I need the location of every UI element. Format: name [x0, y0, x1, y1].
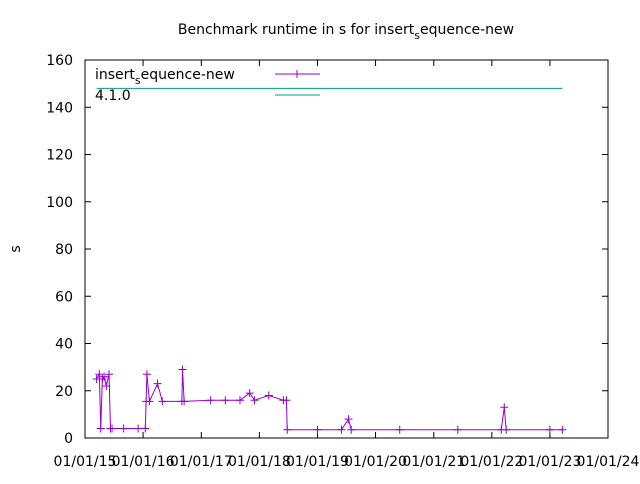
point-marker [108, 424, 117, 433]
point-marker [245, 389, 254, 398]
y-tick-label: 100 [46, 195, 73, 211]
y-tick-label: 140 [46, 100, 73, 116]
legend-marker [293, 70, 301, 78]
x-tick-label: 01/01/17 [170, 454, 233, 470]
x-tick-label: 01/01/19 [286, 454, 349, 470]
x-tick-label: 01/01/15 [54, 454, 117, 470]
point-marker [282, 396, 291, 405]
point-marker [142, 370, 151, 379]
point-marker [178, 365, 187, 374]
x-tick-label: 01/01/21 [402, 454, 465, 470]
point-marker [264, 391, 273, 400]
y-tick-label: 120 [46, 148, 73, 164]
point-marker [119, 424, 128, 433]
y-tick-label: 0 [64, 431, 73, 447]
point-marker [545, 425, 554, 434]
point-marker [500, 403, 509, 412]
x-tick-label: 01/01/23 [518, 454, 581, 470]
x-tick-label: 01/01/20 [344, 454, 407, 470]
y-tick-label: 60 [55, 289, 73, 305]
y-tick-label: 80 [55, 242, 73, 258]
point-marker [453, 425, 462, 434]
point-marker [134, 424, 143, 433]
point-marker [395, 425, 404, 434]
y-tick-label: 20 [55, 384, 73, 400]
point-marker [221, 396, 230, 405]
plot-border [84, 59, 609, 439]
point-marker [206, 396, 215, 405]
y-axis-label: s [8, 245, 24, 252]
point-marker [153, 379, 162, 388]
x-tick-label: 01/01/22 [460, 454, 523, 470]
y-tick-label: 160 [46, 53, 73, 69]
x-tick-label: 01/01/18 [228, 454, 291, 470]
point-marker [502, 425, 511, 434]
point-marker [313, 425, 322, 434]
chart-title: Benchmark runtime in s for insertsequenc… [178, 22, 514, 42]
point-marker [337, 425, 346, 434]
point-marker [145, 397, 154, 406]
point-marker [95, 370, 104, 379]
point-marker [102, 382, 111, 391]
legend-label: 4.1.0 [95, 88, 131, 104]
point-marker [100, 372, 109, 381]
point-marker [141, 424, 150, 433]
point-marker [180, 397, 189, 406]
point-marker [96, 424, 105, 433]
x-tick-label: 01/01/16 [112, 454, 175, 470]
x-tick-label: 01/01/24 [577, 454, 640, 470]
point-marker [105, 370, 114, 379]
point-marker [235, 396, 244, 405]
point-marker [558, 425, 567, 434]
legend-label: insertsequence-new [95, 67, 235, 87]
series-line [96, 369, 563, 431]
point-marker [347, 425, 356, 434]
point-marker [250, 396, 259, 405]
point-marker [158, 397, 167, 406]
point-marker [283, 425, 292, 434]
point-marker [344, 415, 353, 424]
y-tick-label: 40 [55, 337, 73, 353]
